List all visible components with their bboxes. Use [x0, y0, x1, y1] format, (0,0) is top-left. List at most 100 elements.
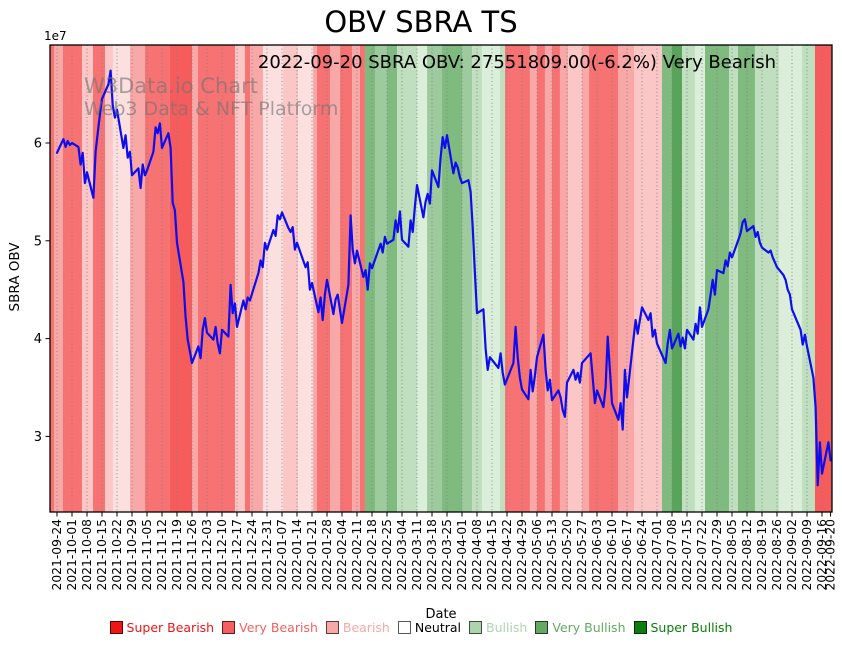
sentiment-band-lp: [634, 45, 662, 512]
sentiment-band-b: [529, 45, 537, 512]
legend-swatch-very_bearish: [222, 621, 236, 634]
chart-subtitle: 2022-09-20 SBRA OBV: 27551809.00(-6.2%) …: [257, 52, 777, 73]
x-tick-label: 2022-09-16: [815, 519, 829, 591]
y-tick-label: 4: [34, 332, 42, 347]
x-tick-label: 2021-12-10: [215, 519, 229, 590]
sentiment-band-b: [544, 45, 552, 512]
x-tick-label: 2021-11-12: [155, 519, 169, 590]
sentiment-band-vb: [63, 45, 83, 512]
sentiment-band-lg: [802, 45, 815, 512]
sentiment-band-lg: [499, 45, 506, 512]
legend-label-very_bearish: Very Bearish: [239, 620, 318, 635]
x-tick-label: 2021-09-24: [50, 519, 64, 591]
legend-swatch-bearish: [325, 621, 339, 634]
x-tick-label: 2022-02-18: [365, 519, 379, 590]
sentiment-band-vlp: [298, 45, 314, 512]
sentiment-band-lmg: [427, 45, 443, 512]
x-tick-label: 2022-04-08: [470, 519, 484, 590]
x-gridlines: [56, 45, 832, 512]
legend-item-very_bearish: Very Bearish: [222, 620, 318, 635]
x-tick-label: 2022-07-08: [665, 519, 679, 590]
x-tick-label: 2022-02-11: [350, 519, 364, 590]
sentiment-band-lg: [682, 45, 695, 512]
sentiment-band-lg: [754, 45, 779, 512]
x-tick-label: 2022-05-20: [560, 519, 574, 590]
x-tick-label: 2022-09-09: [800, 519, 814, 590]
sentiment-band-vb: [198, 45, 236, 512]
sentiment-band-lp: [283, 45, 299, 512]
x-tick-label: 2022-05-27: [575, 519, 589, 590]
x-tick-label: 2022-07-29: [710, 519, 724, 590]
x-tick-label: 2022-05-06: [530, 519, 544, 591]
sentiment-band-lg: [472, 45, 482, 512]
sentiment-band-mg: [364, 45, 375, 512]
x-tick-label: 2022-09-20: [824, 519, 838, 590]
legend-swatch-neutral: [397, 621, 411, 634]
sentiment-band-b: [313, 45, 317, 512]
sentiment-band-vlp: [262, 45, 284, 512]
sentiment-band-lmg: [375, 45, 387, 512]
sentiment-band-b: [352, 45, 360, 512]
sentiment-band-b: [618, 45, 635, 512]
legend-item-neutral: Neutral: [397, 620, 461, 635]
x-tick-label: 2021-10-01: [65, 519, 79, 590]
sentiment-band-b: [130, 45, 146, 512]
x-tick-label: 2021-11-05: [140, 519, 154, 590]
x-tick-label: 2022-07-22: [695, 519, 709, 590]
x-tick-label: 2022-07-01: [650, 519, 664, 590]
x-tick-label: 2022-02-04: [335, 519, 349, 591]
x-axis-label: Date: [425, 607, 457, 622]
legend-swatch-super_bullish: [633, 621, 647, 634]
x-tick-label: 2022-08-12: [740, 519, 754, 590]
x-tick-label: 2022-06-10: [605, 519, 619, 590]
x-tick-label: 2021-12-03: [200, 519, 214, 590]
x-tick-label: 2022-02-25: [380, 519, 394, 590]
x-tick-label: 2022-01-14: [290, 519, 304, 591]
sentiment-band-lg: [729, 45, 738, 512]
sentiment-band-vb: [145, 45, 170, 512]
legend-label-bearish: Bearish: [342, 620, 390, 635]
y-tick-label: 6: [34, 137, 42, 152]
y-tick-label: 3: [34, 430, 42, 445]
x-tick-label: 2022-04-29: [515, 519, 529, 590]
sentiment-band-b: [582, 45, 590, 512]
x-tick-label: 2022-01-28: [320, 519, 334, 590]
sentiment-bands: [50, 45, 832, 512]
x-tick-label: 2022-04-15: [485, 519, 499, 590]
x-tick-label: 2022-06-03: [590, 519, 604, 590]
sentiment-band-lg: [397, 45, 417, 512]
legend-swatch-super_bearish: [109, 621, 123, 634]
sentiment-band-vb: [360, 45, 365, 512]
sentiment-band-vlg: [481, 45, 500, 512]
x-tick-label: 2021-11-19: [170, 519, 184, 590]
plot-border: [49, 44, 833, 513]
x-tick-label: 2022-08-26: [770, 519, 784, 591]
sentiment-band-mg: [442, 45, 462, 512]
legend: Super Bearish Very Bearish Bearish Neutral B…: [0, 620, 842, 635]
legend-item-bullish: Bullish: [469, 620, 527, 635]
sentiment-band-vlp: [112, 45, 131, 512]
x-tick-label: 2021-11-26: [185, 519, 199, 591]
sentiment-band-vb: [340, 45, 353, 512]
x-tick-label: 2021-10-22: [110, 519, 124, 590]
x-tick-label: 2022-08-05: [725, 519, 739, 590]
x-tick-label: 2022-08-19: [755, 519, 769, 590]
page-title: OBV SBRA TS: [324, 5, 518, 39]
sentiment-band-lmg: [462, 45, 473, 512]
y-axis-label: SBRA OBV: [7, 242, 23, 312]
x-tick-label: 2022-09-02: [785, 519, 799, 590]
x-tick-label: 2022-03-25: [440, 519, 454, 590]
sentiment-band-vb: [244, 45, 251, 512]
x-tick-label: 2021-10-29: [125, 519, 139, 590]
x-tick-label: 2021-12-31: [260, 519, 274, 590]
legend-swatch-bullish: [469, 621, 482, 634]
x-tick-label: 2022-06-24: [635, 519, 649, 591]
sentiment-band-dg: [672, 45, 683, 512]
legend-label-neutral: Neutral: [414, 620, 461, 635]
sentiment-band-lp: [82, 45, 93, 512]
sentiment-band-b: [330, 45, 341, 512]
sentiment-band-vb: [50, 45, 54, 512]
sentiment-band-vb: [589, 45, 618, 512]
sentiment-band-mg: [387, 45, 398, 512]
